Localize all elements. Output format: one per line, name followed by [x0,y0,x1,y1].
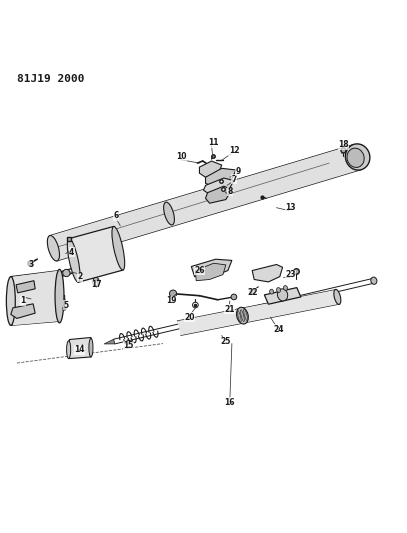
Polygon shape [13,271,59,325]
Polygon shape [252,264,282,282]
Ellipse shape [241,310,244,321]
Text: 1: 1 [20,296,26,305]
Ellipse shape [283,286,287,290]
Text: 21: 21 [225,304,235,313]
Polygon shape [199,161,222,177]
Polygon shape [177,290,339,335]
Text: 5: 5 [63,301,68,310]
Text: 25: 25 [221,337,231,346]
Text: 14: 14 [74,345,85,354]
Text: 81J19 2000: 81J19 2000 [17,74,84,84]
Ellipse shape [244,309,247,321]
Text: 13: 13 [285,203,296,212]
Polygon shape [11,304,35,318]
Text: 12: 12 [229,147,239,156]
Text: 23: 23 [285,270,296,279]
Ellipse shape [231,294,237,300]
Ellipse shape [346,144,370,170]
Polygon shape [69,227,123,282]
Ellipse shape [55,269,64,323]
Text: 11: 11 [208,138,219,147]
Text: 8: 8 [227,187,232,196]
Text: 7: 7 [231,175,236,184]
Text: 4: 4 [69,248,74,257]
Ellipse shape [193,302,198,308]
Polygon shape [204,178,234,196]
Polygon shape [16,281,35,293]
Ellipse shape [371,277,377,284]
Ellipse shape [112,227,125,270]
Ellipse shape [93,278,99,286]
Ellipse shape [334,289,341,304]
Text: 16: 16 [225,398,235,407]
Ellipse shape [63,269,70,277]
Ellipse shape [276,288,280,293]
Polygon shape [50,144,361,261]
Polygon shape [70,337,91,359]
Ellipse shape [269,289,274,294]
Polygon shape [19,281,61,311]
Text: 2: 2 [77,272,82,281]
Ellipse shape [7,277,15,325]
Text: 6: 6 [114,211,119,220]
Text: 17: 17 [91,280,101,289]
Text: 10: 10 [176,152,186,161]
Text: 19: 19 [166,296,176,305]
Ellipse shape [67,341,71,359]
Ellipse shape [278,289,288,301]
Text: 18: 18 [338,140,349,149]
Text: 9: 9 [235,167,241,176]
Ellipse shape [89,338,93,357]
Polygon shape [264,288,301,304]
Ellipse shape [67,239,80,282]
Text: 3: 3 [28,260,34,269]
Ellipse shape [237,311,241,322]
Text: 15: 15 [123,341,133,350]
Polygon shape [206,168,236,188]
Ellipse shape [347,148,364,167]
Polygon shape [195,263,226,281]
Ellipse shape [164,202,175,225]
Text: 26: 26 [194,266,205,275]
Polygon shape [191,259,232,277]
Ellipse shape [47,236,59,261]
Text: 22: 22 [247,288,257,297]
Ellipse shape [236,308,248,324]
Text: 20: 20 [184,313,195,322]
Text: 24: 24 [273,325,284,334]
Polygon shape [104,339,115,344]
Polygon shape [206,186,232,203]
Ellipse shape [169,290,177,297]
